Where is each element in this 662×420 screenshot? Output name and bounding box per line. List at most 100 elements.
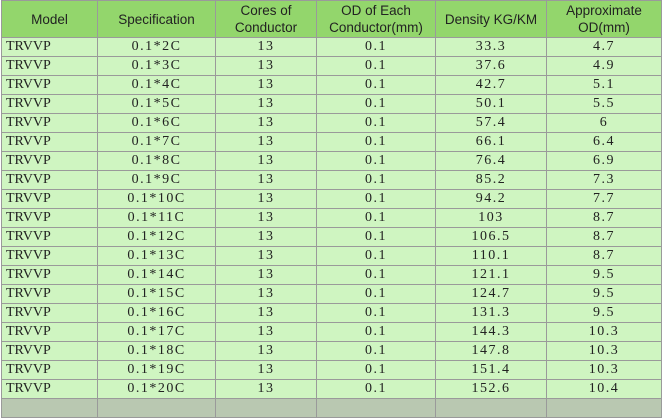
- table-row: TRVVP 0.1*7C 13 0.1 66.1 6.4: [1, 132, 662, 152]
- table-cell: 0.1*19C: [97, 360, 216, 380]
- table-row: TRVVP 0.1*20C 13 0.1 152.6 10.4: [1, 379, 662, 399]
- table-cell: 13: [215, 56, 317, 76]
- table-cell: 13: [215, 284, 317, 304]
- table-cell: 6.9: [546, 151, 662, 171]
- table-cell: 13: [215, 246, 317, 266]
- table-cell: 0.1*2C: [97, 37, 216, 57]
- table-row: TRVVP 0.1*13C 13 0.1 110.1 8.7: [1, 246, 662, 266]
- table-cell: TRVVP: [1, 170, 98, 190]
- table-cell: TRVVP: [1, 360, 98, 380]
- table-cell: 0.1: [316, 94, 436, 114]
- table-row: TRVVP 0.1*8C 13 0.1 76.4 6.9: [1, 151, 662, 171]
- table-row: TRVVP 0.1*6C 13 0.1 57.4 6: [1, 113, 662, 133]
- table-row: TRVVP 0.1*11C 13 0.1 103 8.7: [1, 208, 662, 228]
- header-cell: OD of Each Conductor(mm): [316, 0, 436, 38]
- table-cell: TRVVP: [1, 341, 98, 361]
- table-cell: 0.1: [316, 322, 436, 342]
- table-cell: 4.7: [546, 37, 662, 57]
- table-cell: TRVVP: [1, 94, 98, 114]
- table-cell: 121.1: [435, 265, 547, 285]
- empty-cell: [435, 398, 547, 418]
- table-row: TRVVP 0.1*10C 13 0.1 94.2 7.7: [1, 189, 662, 209]
- table-row: TRVVP 0.1*18C 13 0.1 147.8 10.3: [1, 341, 662, 361]
- table-cell: 0.1*3C: [97, 56, 216, 76]
- table-row: TRVVP 0.1*12C 13 0.1 106.5 8.7: [1, 227, 662, 247]
- table-cell: 13: [215, 151, 317, 171]
- table-cell: 0.1*12C: [97, 227, 216, 247]
- table-cell: 106.5: [435, 227, 547, 247]
- table-cell: 0.1*13C: [97, 246, 216, 266]
- table-cell: 103: [435, 208, 547, 228]
- table-row: TRVVP 0.1*16C 13 0.1 131.3 9.5: [1, 303, 662, 323]
- table-cell: 124.7: [435, 284, 547, 304]
- table-cell: 0.1: [316, 75, 436, 95]
- table-cell: 0.1: [316, 208, 436, 228]
- table-cell: 9.5: [546, 284, 662, 304]
- table-cell: 0.1: [316, 37, 436, 57]
- table-row: TRVVP 0.1*15C 13 0.1 124.7 9.5: [1, 284, 662, 304]
- table-cell: TRVVP: [1, 265, 98, 285]
- header-cell: Specification: [97, 0, 216, 38]
- table-cell: 8.7: [546, 246, 662, 266]
- table-cell: TRVVP: [1, 113, 98, 133]
- table-cell: 0.1*20C: [97, 379, 216, 399]
- empty-cell: [215, 398, 317, 418]
- table-cell: 94.2: [435, 189, 547, 209]
- table-row: TRVVP 0.1*5C 13 0.1 50.1 5.5: [1, 94, 662, 114]
- table-cell: 13: [215, 379, 317, 399]
- table-cell: 144.3: [435, 322, 547, 342]
- table-cell: 6: [546, 113, 662, 133]
- table-cell: 13: [215, 265, 317, 285]
- table-cell: TRVVP: [1, 227, 98, 247]
- table-cell: 0.1: [316, 360, 436, 380]
- table-cell: 37.6: [435, 56, 547, 76]
- table-cell: 0.1*4C: [97, 75, 216, 95]
- table-cell: 10.4: [546, 379, 662, 399]
- header-cell: Approximate OD(mm): [546, 0, 662, 38]
- table-cell: 7.3: [546, 170, 662, 190]
- header-cell: Cores of Conductor: [215, 0, 317, 38]
- empty-cell: [1, 398, 98, 418]
- table-cell: 5.1: [546, 75, 662, 95]
- table-cell: 66.1: [435, 132, 547, 152]
- header-cell: Model: [1, 0, 98, 38]
- table-cell: 6.4: [546, 132, 662, 152]
- table-cell: 0.1*10C: [97, 189, 216, 209]
- footer-row: [1, 398, 662, 418]
- table-cell: 152.6: [435, 379, 547, 399]
- table-cell: 13: [215, 341, 317, 361]
- table-cell: 13: [215, 227, 317, 247]
- table-cell: 0.1*14C: [97, 265, 216, 285]
- table-cell: TRVVP: [1, 56, 98, 76]
- table-cell: 0.1*16C: [97, 303, 216, 323]
- table-cell: 9.5: [546, 303, 662, 323]
- table-cell: 57.4: [435, 113, 547, 133]
- table-cell: TRVVP: [1, 75, 98, 95]
- table-cell: 85.2: [435, 170, 547, 190]
- table-cell: TRVVP: [1, 303, 98, 323]
- table-cell: 0.1*7C: [97, 132, 216, 152]
- table-cell: 7.7: [546, 189, 662, 209]
- table-cell: 4.9: [546, 56, 662, 76]
- table-row: TRVVP 0.1*19C 13 0.1 151.4 10.3: [1, 360, 662, 380]
- table-cell: 0.1: [316, 170, 436, 190]
- table-cell: 10.3: [546, 360, 662, 380]
- table-cell: 0.1: [316, 303, 436, 323]
- table-cell: 9.5: [546, 265, 662, 285]
- table-cell: 0.1*8C: [97, 151, 216, 171]
- table-cell: 0.1: [316, 113, 436, 133]
- table-cell: TRVVP: [1, 322, 98, 342]
- table-row: TRVVP 0.1*4C 13 0.1 42.7 5.1: [1, 75, 662, 95]
- table-cell: 151.4: [435, 360, 547, 380]
- table-cell: 76.4: [435, 151, 547, 171]
- table-cell: TRVVP: [1, 208, 98, 228]
- table-cell: 13: [215, 322, 317, 342]
- table-cell: TRVVP: [1, 37, 98, 57]
- table-cell: 13: [215, 94, 317, 114]
- table-cell: 10.3: [546, 322, 662, 342]
- empty-cell: [316, 398, 436, 418]
- table-cell: 0.1: [316, 379, 436, 399]
- table-cell: 147.8: [435, 341, 547, 361]
